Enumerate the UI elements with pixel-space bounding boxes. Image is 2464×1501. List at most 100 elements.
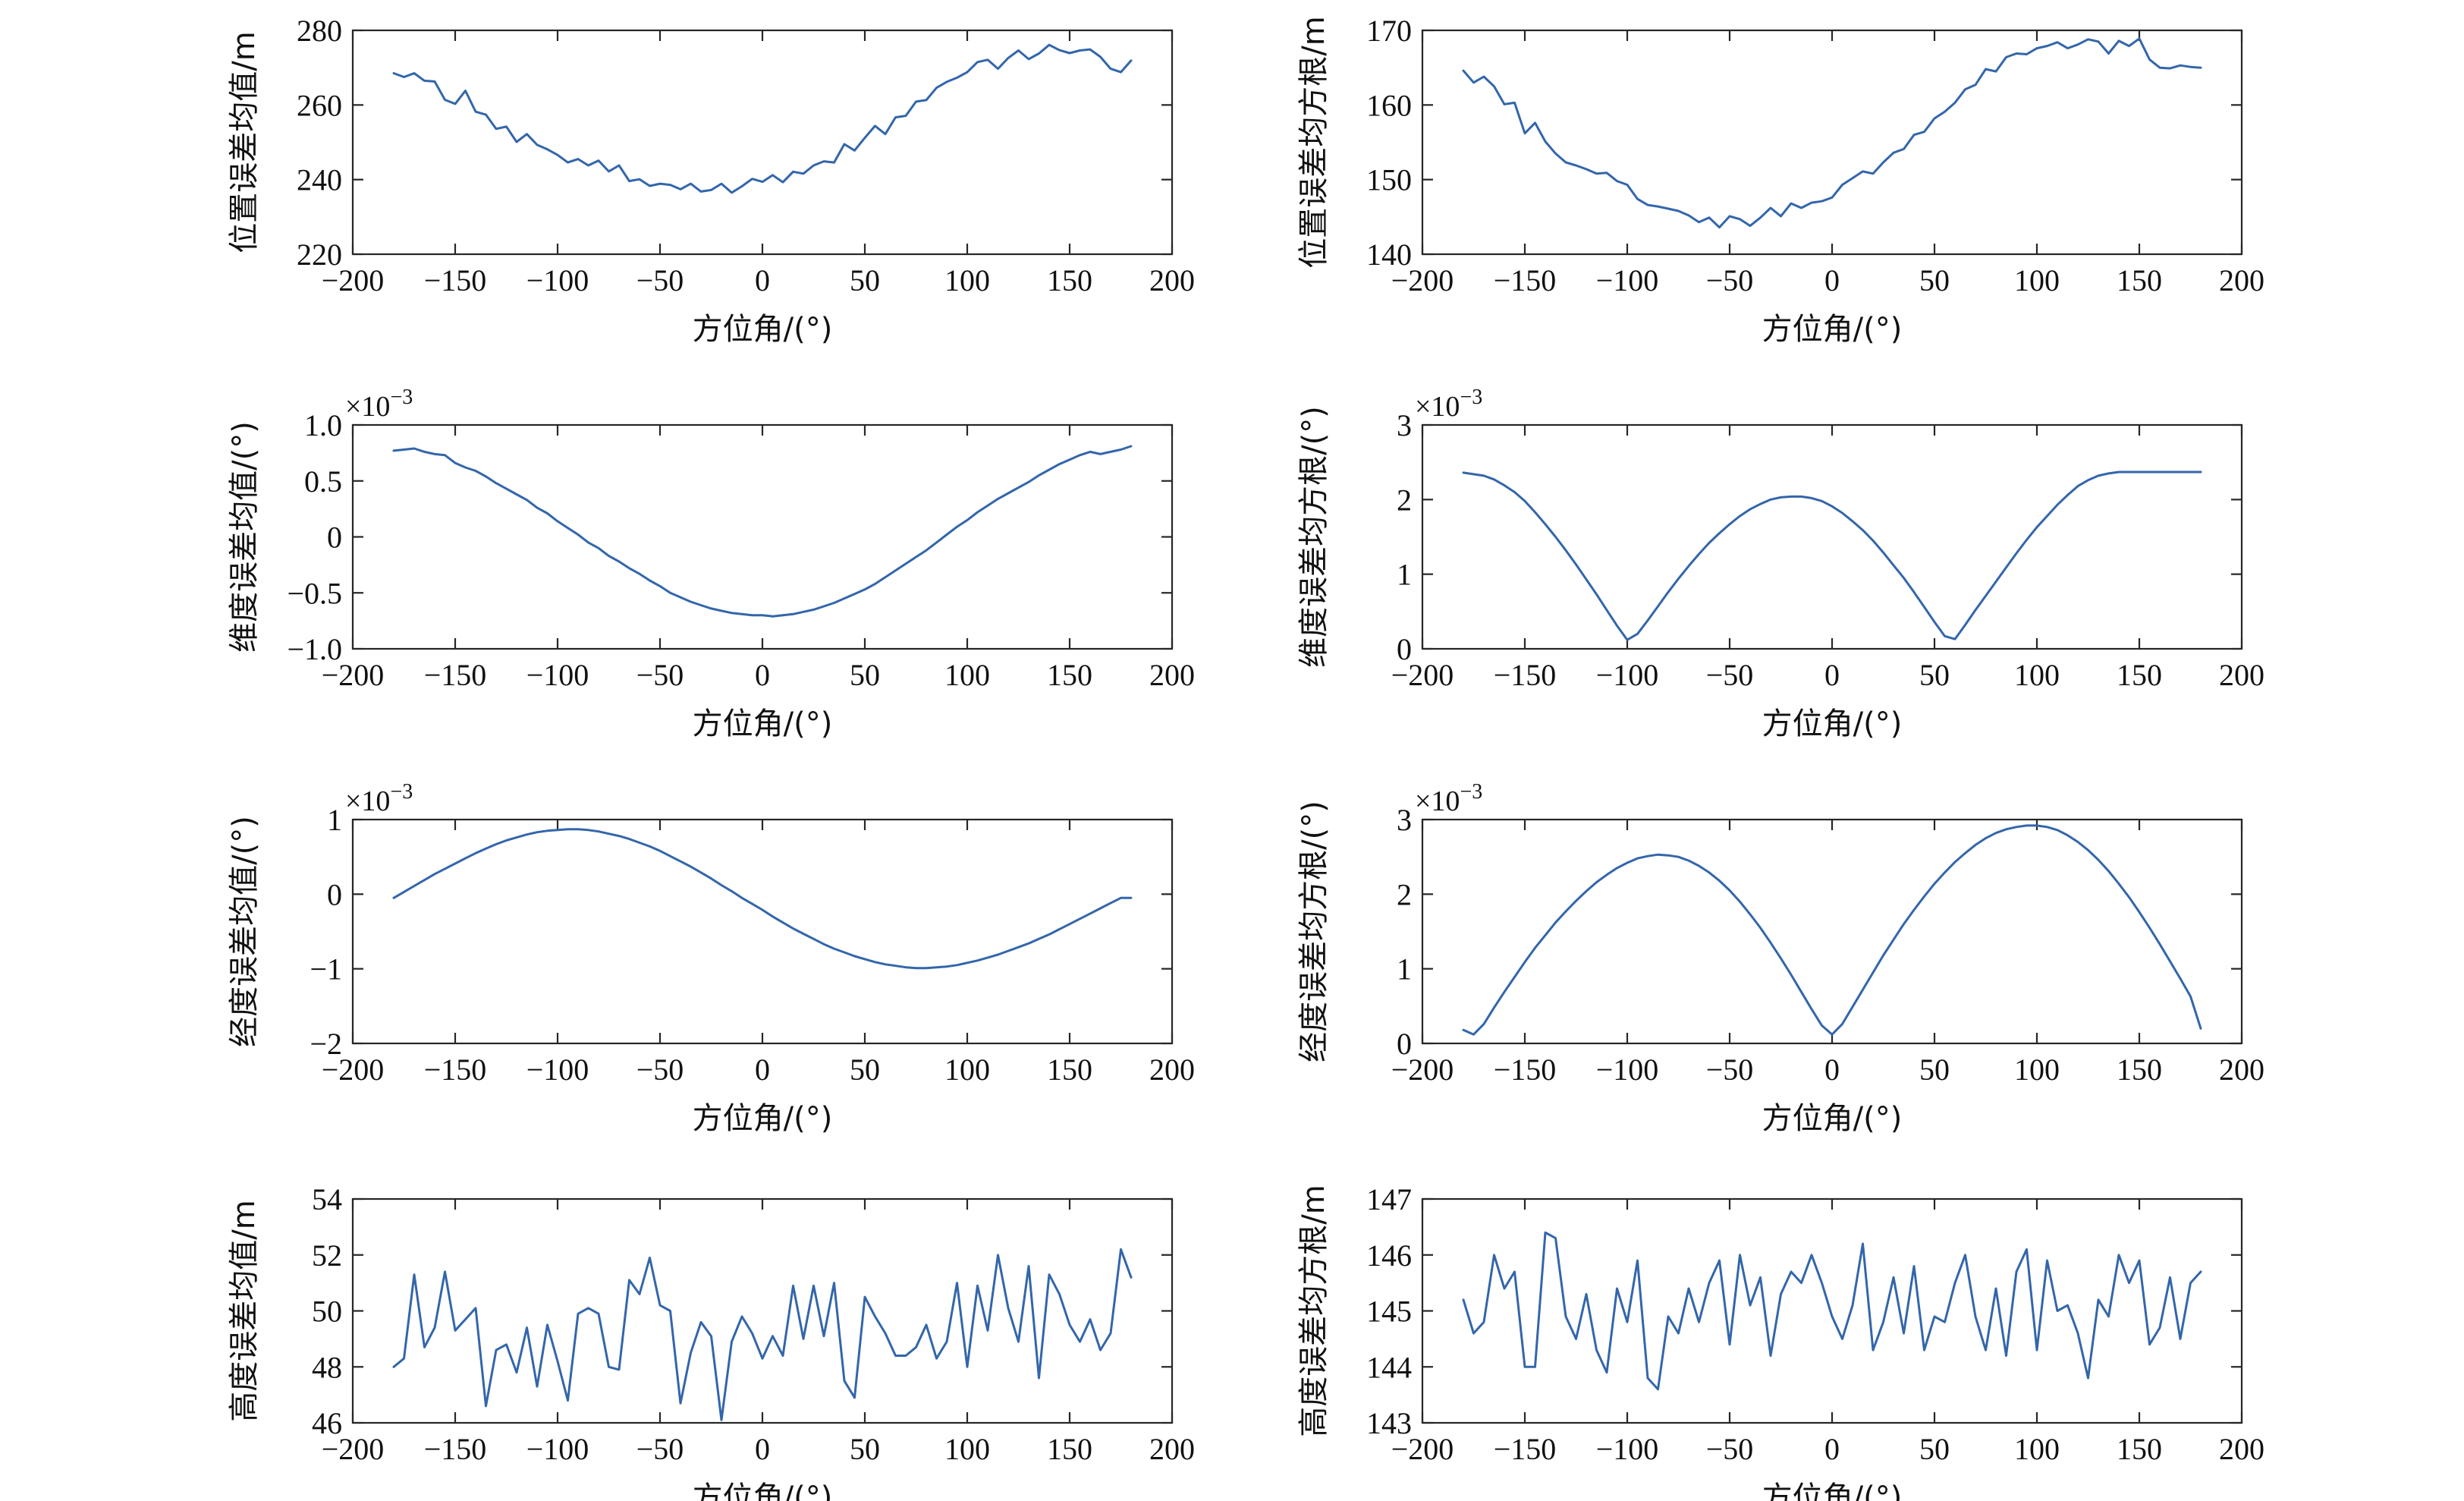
chart-panel-8: −200 −150 −100 −50 0 50 100 150 200 143 144 145 146 1… <box>1296 1182 2264 1501</box>
x-tick-label: −200 <box>1391 263 1454 297</box>
x-axis-label: 方位角/(°) <box>693 1481 833 1501</box>
series-line <box>1462 470 2202 641</box>
x-tick-label: 50 <box>850 1053 880 1087</box>
y-axis-label: 高度误差均方根/m <box>1296 1185 1331 1436</box>
x-tick-label: −50 <box>636 263 684 297</box>
x-axis-label: 方位角/(°) <box>1762 706 1903 741</box>
x-axis-label: 方位角/(°) <box>1762 312 1903 347</box>
x-tick-label: −200 <box>1391 1432 1454 1466</box>
y-tick-label: 0 <box>327 521 342 555</box>
x-tick-label: −50 <box>636 658 684 692</box>
x-tick-label: 50 <box>1919 1053 1950 1087</box>
x-axis-label: 方位角/(°) <box>1762 1101 1903 1136</box>
x-tick-label: −200 <box>1391 1053 1454 1087</box>
chart-panel-1: −200 −150 −100 −50 0 50 100 150 200 220 240 260 280 方… <box>227 14 1195 347</box>
x-tick-label: −200 <box>1391 658 1454 692</box>
x-tick-label: 100 <box>944 1053 990 1087</box>
y-tick-label: 150 <box>1366 163 1412 197</box>
y-axis-exponent: ×10−3 <box>1415 385 1482 423</box>
y-tick-label: 1 <box>327 803 342 837</box>
y-tick-label: 170 <box>1366 14 1412 48</box>
y-tick-label: 46 <box>312 1406 342 1440</box>
chart-panel-3: −200 −150 −100 −50 0 50 100 150 200 −1.0 −0.5 0 0.5 1… <box>227 385 1195 741</box>
x-tick-label: 200 <box>1149 1432 1195 1466</box>
x-axis-label: 方位角/(°) <box>1762 1481 1903 1501</box>
x-tick-label: 50 <box>850 658 880 692</box>
x-tick-label: −200 <box>322 263 385 297</box>
x-tick-label: −50 <box>636 1053 684 1087</box>
x-tick-label: 0 <box>1824 1432 1840 1466</box>
x-tick-label: 150 <box>1047 1053 1092 1087</box>
x-tick-label: −150 <box>424 263 487 297</box>
x-tick-label: −50 <box>636 1432 684 1466</box>
x-tick-label: −200 <box>322 658 385 692</box>
y-tick-label: 145 <box>1366 1295 1412 1329</box>
x-axis-label: 方位角/(°) <box>693 1101 833 1136</box>
y-tick-label: −1.0 <box>287 632 342 666</box>
y-axis-exponent: ×10−3 <box>345 385 413 423</box>
y-tick-label: −1 <box>310 952 342 987</box>
y-axis-exponent: ×10−3 <box>345 780 413 817</box>
x-tick-label: 100 <box>944 263 990 297</box>
x-tick-label: 50 <box>1919 658 1950 692</box>
y-tick-label: 3 <box>1397 408 1412 442</box>
x-tick-label: 0 <box>1824 658 1840 692</box>
series-line <box>392 828 1133 970</box>
chart-panel-5: −200 −150 −100 −50 0 50 100 150 200 −2 −1 0 1 方位角/(°)… <box>227 780 1195 1136</box>
series-line <box>392 1248 1133 1421</box>
x-tick-label: −200 <box>322 1053 385 1087</box>
x-tick-label: 200 <box>2219 263 2264 297</box>
x-tick-label: 150 <box>1047 1432 1092 1466</box>
y-axis-label: 高度误差均值/m <box>227 1200 262 1421</box>
x-axis-label: 方位角/(°) <box>693 312 833 347</box>
x-tick-label: −150 <box>424 1053 487 1087</box>
x-tick-label: −150 <box>1494 263 1557 297</box>
y-tick-label: 220 <box>297 238 342 272</box>
x-tick-label: −100 <box>1596 263 1659 297</box>
chart-panel-4: −200 −150 −100 −50 0 50 100 150 200 0 1 2 3 方位角/(°) 维度… <box>1296 385 2264 741</box>
y-tick-label: 1.0 <box>304 408 342 442</box>
x-tick-label: 150 <box>2117 1053 2162 1087</box>
y-tick-label: 0 <box>1397 1027 1412 1061</box>
y-axis-label: 维度误差均值/(°) <box>227 421 262 653</box>
x-tick-label: 100 <box>2014 658 2060 692</box>
y-tick-label: −0.5 <box>287 576 342 610</box>
x-tick-label: 0 <box>1824 1053 1840 1087</box>
chart-panel-7: −200 −150 −100 −50 0 50 100 150 200 46 48 50 52 54 方位角… <box>227 1182 1195 1501</box>
y-tick-label: −2 <box>310 1027 342 1061</box>
x-tick-label: −100 <box>526 1432 589 1466</box>
chart-panel-2: −200 −150 −100 −50 0 50 100 150 200 140 150 160 170 方… <box>1296 14 2264 347</box>
y-tick-label: 280 <box>297 14 342 48</box>
x-tick-label: 100 <box>944 1432 990 1466</box>
y-tick-label: 3 <box>1397 803 1412 837</box>
y-axis-label: 维度误差均方根/(°) <box>1296 406 1331 668</box>
y-tick-label: 54 <box>312 1182 342 1216</box>
y-tick-label: 144 <box>1366 1350 1412 1384</box>
y-tick-label: 48 <box>312 1350 342 1384</box>
x-tick-label: −200 <box>322 1432 385 1466</box>
y-axis-label: 经度误差均值/(°) <box>227 816 262 1047</box>
series-line <box>1462 37 2202 229</box>
x-tick-label: −100 <box>1596 658 1659 692</box>
x-tick-label: −50 <box>1706 263 1754 297</box>
x-tick-label: 100 <box>2014 1053 2060 1087</box>
y-axis-label: 位置误差均值/m <box>227 31 262 253</box>
x-tick-label: −50 <box>1706 1432 1754 1466</box>
y-tick-label: 143 <box>1366 1406 1412 1440</box>
x-tick-label: 150 <box>2117 658 2162 692</box>
series-line <box>392 445 1133 618</box>
x-axis-label: 方位角/(°) <box>693 706 833 741</box>
y-tick-label: 52 <box>312 1238 342 1273</box>
x-tick-label: −150 <box>1494 1432 1557 1466</box>
x-tick-label: −150 <box>424 658 487 692</box>
x-tick-label: 100 <box>2014 263 2060 297</box>
x-tick-label: 100 <box>944 658 990 692</box>
x-tick-label: 50 <box>850 1432 880 1466</box>
x-tick-label: 0 <box>755 263 770 297</box>
y-tick-label: 260 <box>297 88 342 122</box>
x-tick-label: 200 <box>2219 1432 2264 1466</box>
x-tick-label: 0 <box>755 658 770 692</box>
series-line <box>1462 824 2202 1036</box>
x-tick-label: 200 <box>2219 1053 2264 1087</box>
